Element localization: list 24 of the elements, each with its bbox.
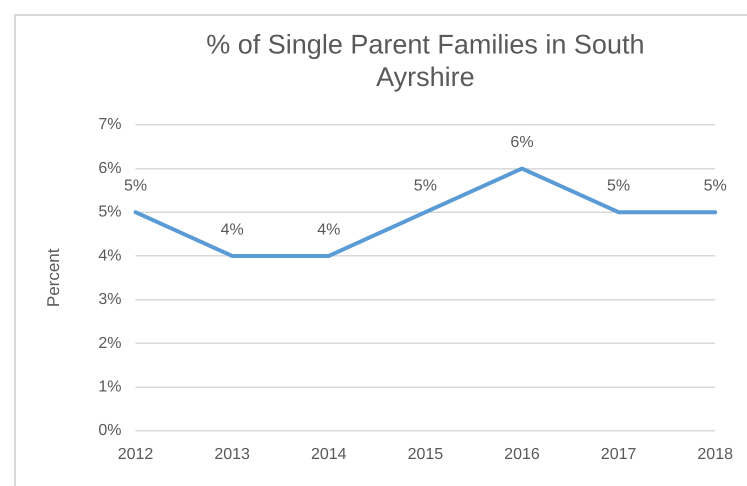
x-tick-label: 2012 xyxy=(118,446,154,463)
data-label: 4% xyxy=(317,221,340,238)
data-label: 5% xyxy=(704,178,727,195)
y-tick-label: 7% xyxy=(98,116,122,134)
x-tick-label: 2014 xyxy=(310,446,347,463)
y-tick-label: 6% xyxy=(98,160,122,177)
y-tick-label: 1% xyxy=(98,378,122,396)
data-label: 6% xyxy=(510,134,534,151)
x-tick-label: 2016 xyxy=(504,446,540,463)
data-label: 4% xyxy=(220,221,244,238)
data-label: 5% xyxy=(607,178,630,195)
x-tick-label: 2015 xyxy=(408,446,444,463)
x-tick-label: 2013 xyxy=(214,446,250,463)
y-tick-label: 4% xyxy=(98,247,122,264)
y-tick-label: 2% xyxy=(98,334,122,352)
y-tick-label: 5% xyxy=(98,204,122,221)
y-tick-label: 0% xyxy=(98,422,122,440)
y-tick-label: 3% xyxy=(98,291,122,308)
chart-title: % of Single Parent Families in South Ayrshire xyxy=(206,30,644,92)
x-tick-label: 2017 xyxy=(600,446,636,463)
data-label: 5% xyxy=(414,178,437,195)
y-axis-title: Percent xyxy=(44,248,63,308)
x-tick-label: 2018 xyxy=(697,446,734,463)
data-label: 5% xyxy=(124,178,148,195)
